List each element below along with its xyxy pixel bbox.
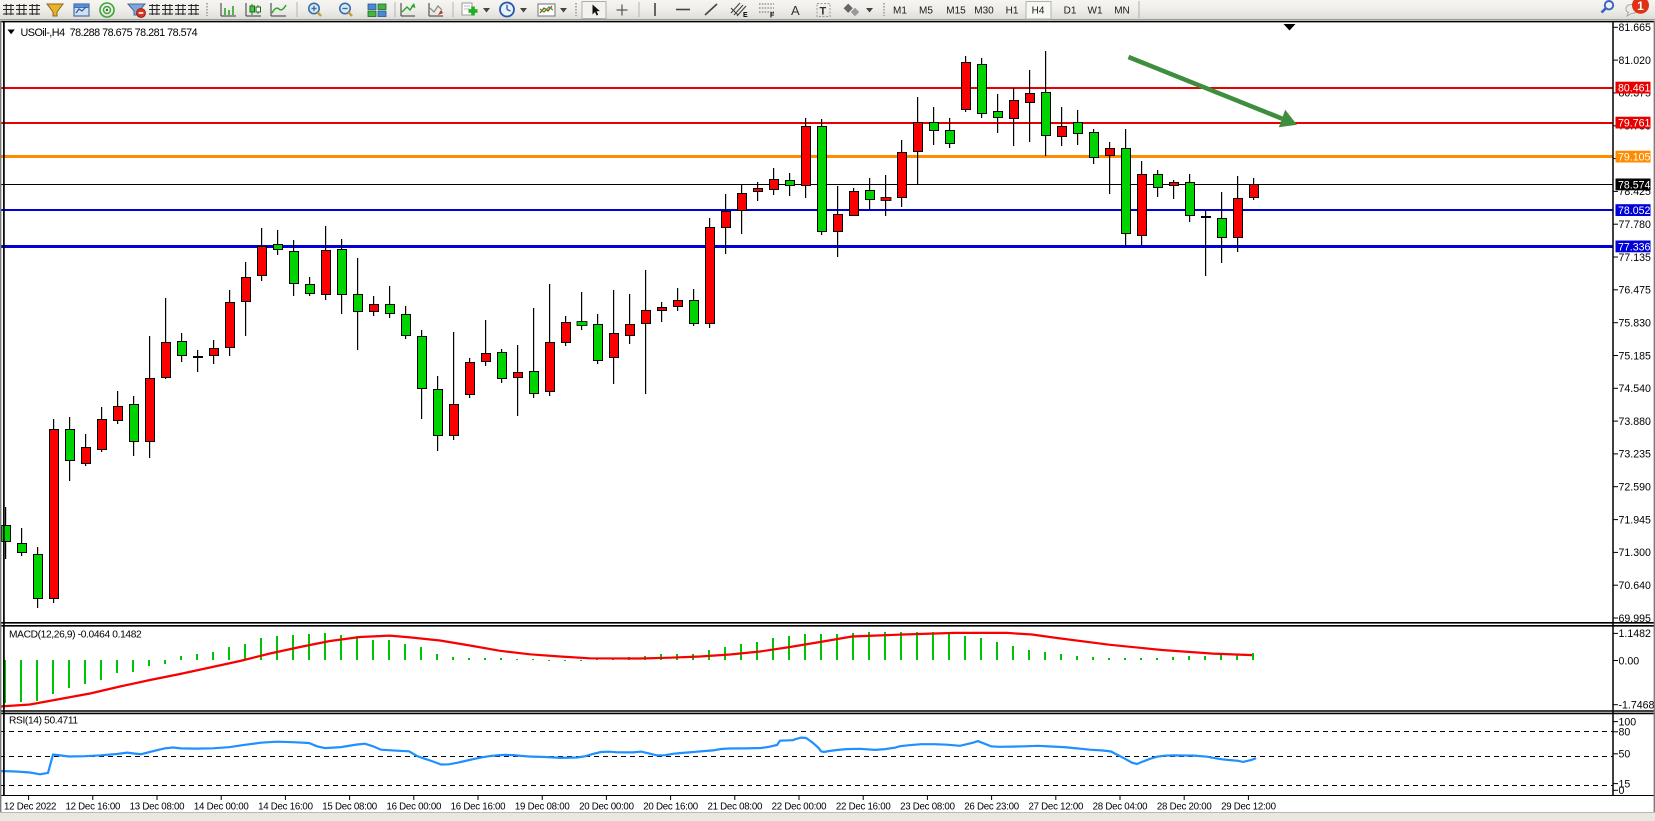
svg-text:M15: M15 bbox=[946, 6, 966, 17]
svg-text:79.761: 79.761 bbox=[1618, 118, 1651, 130]
svg-text:78.052: 78.052 bbox=[1618, 205, 1651, 217]
svg-text:20 Dec 00:00: 20 Dec 00:00 bbox=[579, 802, 634, 813]
svg-text:80.461: 80.461 bbox=[1618, 83, 1651, 95]
svg-text:MACD(12,26,9) -0.0464 0.1482: MACD(12,26,9) -0.0464 0.1482 bbox=[9, 630, 142, 641]
svg-text:W1: W1 bbox=[1088, 6, 1103, 17]
svg-text:28 Dec 04:00: 28 Dec 04:00 bbox=[1093, 802, 1148, 813]
svg-text:100: 100 bbox=[1619, 716, 1637, 728]
svg-text:RSI(14) 50.4711: RSI(14) 50.4711 bbox=[9, 716, 78, 727]
svg-text:69.995: 69.995 bbox=[1619, 613, 1652, 625]
svg-text:16 Dec 00:00: 16 Dec 00:00 bbox=[386, 802, 441, 813]
svg-text:0.00: 0.00 bbox=[1619, 655, 1640, 667]
svg-text:77.336: 77.336 bbox=[1618, 241, 1651, 253]
svg-text:MN: MN bbox=[1114, 6, 1130, 17]
svg-text:76.475: 76.475 bbox=[1619, 285, 1652, 297]
svg-text:28 Dec 20:00: 28 Dec 20:00 bbox=[1157, 802, 1212, 813]
svg-text:M30: M30 bbox=[974, 6, 994, 17]
svg-text:14 Dec 00:00: 14 Dec 00:00 bbox=[194, 802, 249, 813]
svg-text:81.020: 81.020 bbox=[1619, 55, 1652, 67]
svg-text:20 Dec 16:00: 20 Dec 16:00 bbox=[643, 802, 698, 813]
svg-text:29 Dec 12:00: 29 Dec 12:00 bbox=[1221, 802, 1276, 813]
svg-text:16 Dec 16:00: 16 Dec 16:00 bbox=[451, 802, 506, 813]
svg-text:50: 50 bbox=[1619, 749, 1631, 761]
svg-text:75.185: 75.185 bbox=[1619, 350, 1652, 362]
svg-text:D1: D1 bbox=[1064, 6, 1077, 17]
svg-text:23 Dec 08:00: 23 Dec 08:00 bbox=[900, 802, 955, 813]
svg-text:12 Dec 16:00: 12 Dec 16:00 bbox=[65, 802, 120, 813]
svg-text:80: 80 bbox=[1619, 727, 1631, 739]
svg-text:15: 15 bbox=[1619, 778, 1631, 790]
svg-text:M5: M5 bbox=[919, 6, 933, 17]
svg-text:78.574: 78.574 bbox=[1618, 179, 1651, 191]
svg-text:F: F bbox=[770, 13, 775, 20]
svg-text:71.300: 71.300 bbox=[1619, 547, 1652, 559]
svg-text:USOil-,H4 78.288 78.675 78.28: USOil-,H4 78.288 78.675 78.281 78.574 bbox=[21, 27, 198, 39]
svg-text:14 Dec 16:00: 14 Dec 16:00 bbox=[258, 802, 313, 813]
svg-text:22 Dec 16:00: 22 Dec 16:00 bbox=[836, 802, 891, 813]
svg-text:81.665: 81.665 bbox=[1619, 22, 1652, 34]
svg-text:73.235: 73.235 bbox=[1619, 449, 1652, 461]
svg-text:M1: M1 bbox=[893, 6, 907, 17]
svg-text:A: A bbox=[791, 3, 800, 18]
svg-text:0: 0 bbox=[1619, 785, 1625, 797]
svg-text:12 Dec 2022: 12 Dec 2022 bbox=[4, 802, 56, 813]
svg-text:27 Dec 12:00: 27 Dec 12:00 bbox=[1028, 802, 1083, 813]
svg-text:74.540: 74.540 bbox=[1619, 383, 1652, 395]
svg-text:E: E bbox=[743, 12, 748, 19]
svg-text:H4: H4 bbox=[1032, 6, 1045, 17]
svg-text:22 Dec 00:00: 22 Dec 00:00 bbox=[772, 802, 827, 813]
svg-text:77.780: 77.780 bbox=[1619, 219, 1652, 231]
svg-text:T: T bbox=[820, 6, 827, 18]
svg-text:72.590: 72.590 bbox=[1619, 482, 1652, 494]
svg-text:-1.7468: -1.7468 bbox=[1619, 700, 1655, 712]
svg-text:77.135: 77.135 bbox=[1619, 252, 1652, 264]
svg-text:H1: H1 bbox=[1006, 6, 1019, 17]
svg-text:73.880: 73.880 bbox=[1619, 416, 1652, 428]
svg-text:15 Dec 08:00: 15 Dec 08:00 bbox=[322, 802, 377, 813]
svg-text:13 Dec 08:00: 13 Dec 08:00 bbox=[130, 802, 185, 813]
svg-text:71.945: 71.945 bbox=[1619, 514, 1652, 526]
svg-text:75.830: 75.830 bbox=[1619, 318, 1652, 330]
svg-text:21 Dec 08:00: 21 Dec 08:00 bbox=[707, 802, 762, 813]
svg-text:70.640: 70.640 bbox=[1619, 580, 1652, 592]
svg-text:1: 1 bbox=[1637, 0, 1644, 13]
svg-text:1.1482: 1.1482 bbox=[1619, 628, 1652, 640]
svg-text:79.105: 79.105 bbox=[1618, 152, 1651, 164]
svg-text:26 Dec 23:00: 26 Dec 23:00 bbox=[964, 802, 1019, 813]
svg-text:19 Dec 08:00: 19 Dec 08:00 bbox=[515, 802, 570, 813]
